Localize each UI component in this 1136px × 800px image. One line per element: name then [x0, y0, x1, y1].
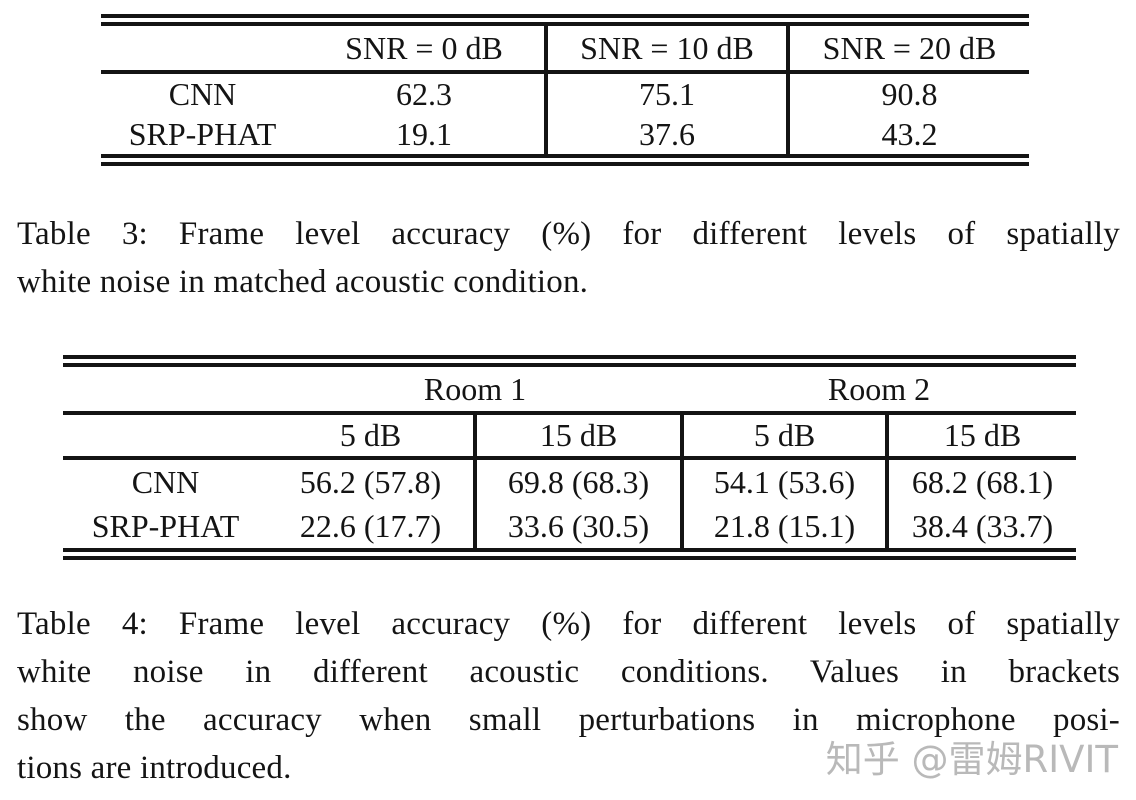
table4-cell: 54.1 (53.6): [680, 458, 888, 504]
table4-row-cnn: CNN 56.2 (57.8) 69.8 (68.3) 54.1 (53.6) …: [63, 458, 1077, 504]
table3-cell: 37.6: [544, 114, 788, 160]
table4-db-row: 5 dB 15 dB 5 dB 15 dB: [63, 413, 1077, 460]
table4-caption-line: white noise in different acoustic condit…: [17, 654, 1120, 690]
table4-cell: 21.8 (15.1): [680, 504, 888, 554]
table3-cell: 19.1: [396, 115, 452, 152]
table4-room-row: Room 1 Room 2: [63, 361, 1077, 415]
table3-cell: 43.2: [786, 114, 1029, 160]
table3-caption: Table 3: Frame level accuracy (%) for di…: [17, 210, 1120, 306]
table3-header-row: SNR = 0 dB SNR = 10 dB SNR = 20 dB: [101, 20, 1029, 74]
table4-header-room2: Room 2: [682, 361, 1077, 415]
table4-cell: 56.2 (57.8): [299, 463, 442, 500]
table4-row-srpphat: SRP-PHAT 22.6 (17.7) 33.6 (30.5) 21.8 (1…: [63, 504, 1077, 554]
table4-caption-line: tions are introduced.: [17, 750, 292, 786]
table3-cell: 62.3: [396, 75, 452, 112]
table4-cell: 68.2 (68.1): [885, 458, 1077, 504]
table4-cell: 69.8 (68.3): [472, 458, 683, 504]
table3-row-label: SRP-PHAT: [128, 115, 277, 152]
table4-header-room1: Room 1: [268, 361, 683, 415]
table3-row-cnn: CNN 62.3 75.1 90.8: [101, 72, 1029, 114]
table3-caption-line: white noise in matched acoustic conditio…: [17, 264, 589, 300]
table4-subheader-5db: 5 dB: [680, 413, 888, 460]
table4-empty-cell: [63, 413, 268, 460]
table3-row-label: CNN: [168, 75, 237, 112]
table4-caption-line: Table 4: Frame level accuracy (%) for di…: [17, 606, 1120, 642]
table-3: SNR = 0 dB SNR = 10 dB SNR = 20 dB CNN 6…: [101, 14, 1029, 166]
table4-cell: 38.4 (33.7): [885, 504, 1077, 554]
table4-cell: 33.6 (30.5): [472, 504, 683, 554]
table4-cell: 22.6 (17.7): [299, 507, 442, 544]
table4-caption-line: show the accuracy when small perturbatio…: [17, 702, 1120, 738]
table-4: Room 1 Room 2 5 dB 15 dB 5 dB 15 dB CNN …: [63, 355, 1077, 560]
table4-caption: Table 4: Frame level accuracy (%) for di…: [17, 600, 1120, 792]
table3-header-snr0: SNR = 0 dB: [304, 20, 546, 74]
zhihu-watermark: 知乎 @雷姆RIVIT: [825, 738, 1118, 781]
table3-row-srpphat: SRP-PHAT 19.1 37.6 43.2: [101, 114, 1029, 160]
table3-header-snr10: SNR = 10 dB: [544, 20, 788, 74]
table4-row-label: SRP-PHAT: [91, 507, 240, 544]
table4-subheader-15db: 15 dB: [472, 413, 683, 460]
table4-corner-cell: [63, 361, 268, 415]
table3-caption-line: Table 3: Frame level accuracy (%) for di…: [17, 216, 1120, 252]
table3-cell: 75.1: [544, 72, 788, 114]
table4-row-label: CNN: [131, 463, 200, 500]
table4-subheader-5db: 5 dB: [268, 413, 475, 460]
table3-cell: 90.8: [786, 72, 1029, 114]
table3-header-snr20: SNR = 20 dB: [786, 20, 1029, 74]
table4-subheader-15db: 15 dB: [885, 413, 1077, 460]
table3-corner-cell: [101, 20, 304, 74]
